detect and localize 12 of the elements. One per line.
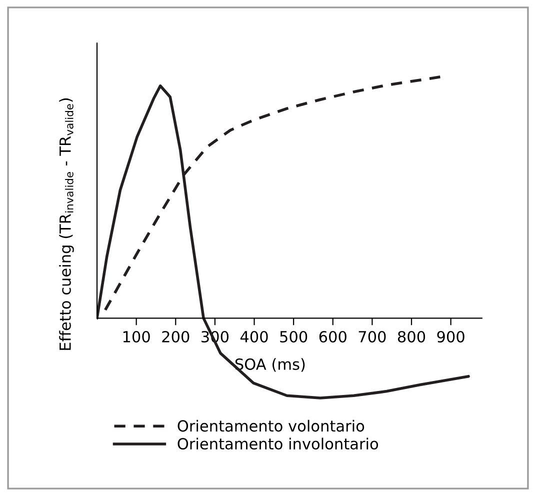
x-tick-label: 200 — [162, 330, 190, 343]
x-tick-label: 400 — [240, 330, 268, 343]
x-tick-label: 700 — [358, 330, 386, 343]
x-tick-label: 900 — [437, 330, 464, 343]
x-tick-label: 600 — [319, 330, 346, 343]
y-axis-title: Effetto cueing (TR$_{invalide}$ - TR$_{valide}$) — [59, 98, 74, 350]
x-tick-label: 500 — [280, 330, 308, 343]
legend-label: Orientamento involontario — [178, 438, 378, 450]
x-tick-label: 800 — [398, 330, 426, 343]
legend-label: Orientamento volontario — [178, 420, 364, 432]
x-axis-title: SOA (ms) — [235, 358, 305, 372]
x-tick-label: 100 — [123, 330, 150, 343]
